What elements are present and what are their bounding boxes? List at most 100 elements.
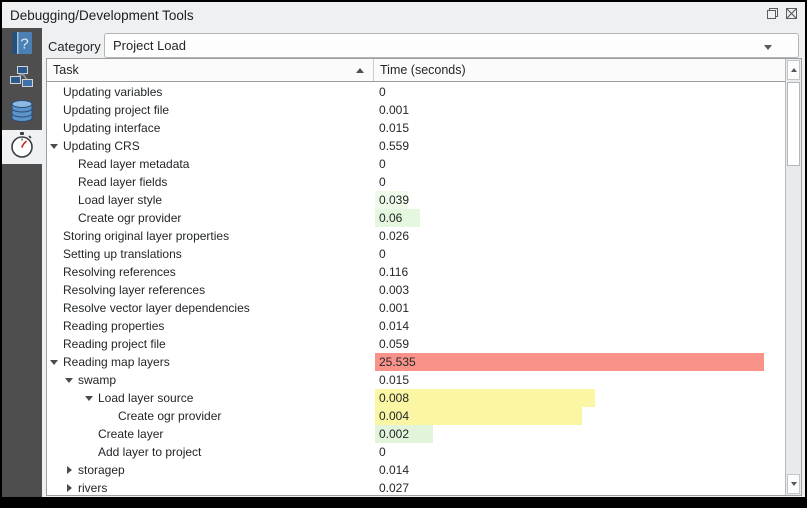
table-row[interactable]: Load layer style 0.039 (47, 191, 785, 209)
debugging-tools-panel: Debugging/Development Tools (2, 2, 805, 497)
task-label: Create ogr provider (78, 211, 182, 225)
database-icon (9, 98, 35, 129)
time-value: 0.059 (379, 337, 410, 351)
sidebar-item-help[interactable]: ? (2, 28, 42, 62)
time-value: 0.039 (379, 193, 410, 207)
task-label: Read layer metadata (78, 157, 190, 171)
time-value: 0.015 (379, 373, 410, 387)
tree-expander[interactable] (82, 425, 98, 443)
task-label: rivers (78, 481, 108, 495)
sidebar-item-query-logger[interactable] (2, 62, 42, 96)
titlebar: Debugging/Development Tools (2, 2, 805, 30)
tree-expander[interactable] (47, 353, 63, 371)
tree-expander[interactable] (47, 335, 63, 353)
scroll-up-icon (790, 68, 797, 72)
time-value: 25.535 (379, 355, 416, 369)
tree-expander[interactable] (47, 137, 63, 155)
task-label: Storing original layer properties (63, 229, 230, 243)
task-label: Load layer source (98, 391, 194, 405)
tree-expander[interactable] (47, 227, 63, 245)
table-row[interactable]: Resolving layer references 0.003 (47, 281, 785, 299)
network-icon (9, 64, 35, 95)
table-row[interactable]: Create ogr provider 0.06 (47, 209, 785, 227)
tree-expander[interactable] (47, 299, 63, 317)
sidebar-item-profiler[interactable] (2, 130, 42, 164)
tree-expander[interactable] (62, 155, 78, 173)
table-row[interactable]: Add layer to project 0 (47, 443, 785, 461)
tree-expander[interactable] (47, 281, 63, 299)
task-label: Reading properties (63, 319, 165, 333)
time-value: 0 (379, 157, 386, 171)
table-row[interactable]: Updating CRS 0.559 (47, 137, 785, 155)
time-value: 0.002 (379, 427, 410, 441)
time-value: 0.004 (379, 409, 410, 423)
sidebar-item-database[interactable] (2, 96, 42, 130)
sort-ascending-icon (356, 68, 364, 73)
table-row[interactable]: Reading project file 0.059 (47, 335, 785, 353)
task-label: Add layer to project (98, 445, 202, 459)
column-header-task[interactable]: Task (47, 59, 374, 81)
tree-expander[interactable] (62, 209, 78, 227)
table-row[interactable]: Reading properties 0.014 (47, 317, 785, 335)
tree-expander[interactable] (82, 443, 98, 461)
time-value: 0.06 (379, 211, 403, 225)
time-heat-bar (375, 191, 408, 209)
table-row[interactable]: Read layer fields 0 (47, 173, 785, 191)
time-value: 0 (379, 445, 386, 459)
scroll-down-button[interactable] (787, 474, 800, 494)
task-label: Updating interface (63, 121, 161, 135)
collapse-arrow-icon (85, 396, 93, 401)
table-row[interactable]: Setting up translations 0 (47, 245, 785, 263)
table-row[interactable]: storagep 0.014 (47, 461, 785, 479)
close-button[interactable] (784, 7, 799, 23)
time-value: 0.026 (379, 229, 410, 243)
table-row[interactable]: Updating interface 0.015 (47, 119, 785, 137)
table-row[interactable]: Updating variables 0 (47, 83, 785, 101)
table-row[interactable]: Reading map layers 25.535 (47, 353, 785, 371)
panel-title: Debugging/Development Tools (10, 8, 194, 23)
tree-expander[interactable] (47, 317, 63, 335)
task-label: Updating variables (63, 85, 163, 99)
table-row[interactable]: Load layer source 0.008 (47, 389, 785, 407)
time-value: 0.003 (379, 283, 410, 297)
tree-expander[interactable] (62, 479, 78, 495)
collapse-arrow-icon (50, 144, 58, 149)
tree-expander[interactable] (102, 407, 118, 425)
tree-expander[interactable] (62, 191, 78, 209)
task-label: Create layer (98, 427, 164, 441)
category-selected-value: Project Load (113, 38, 186, 53)
table-row[interactable]: Resolving references 0.116 (47, 263, 785, 281)
table-row[interactable]: Updating project file 0.001 (47, 101, 785, 119)
table-row[interactable]: Resolve vector layer dependencies 0.001 (47, 299, 785, 317)
column-header-time[interactable]: Time (seconds) (380, 63, 466, 77)
tree-expander[interactable] (47, 263, 63, 281)
task-label: Updating CRS (63, 139, 140, 153)
category-label: Category (48, 39, 101, 54)
tree-expander[interactable] (62, 371, 78, 389)
time-heat-bar (375, 209, 421, 227)
tree-expander[interactable] (47, 83, 63, 101)
time-heat-bar (375, 389, 595, 407)
vertical-scrollbar[interactable] (785, 59, 801, 495)
tree-expander[interactable] (47, 245, 63, 263)
table-row[interactable]: rivers 0.027 (47, 479, 785, 495)
time-value: 0.559 (379, 139, 410, 153)
table-row[interactable]: Storing original layer properties 0.026 (47, 227, 785, 245)
task-label: storagep (78, 463, 125, 477)
table-row[interactable]: Create layer 0.002 (47, 425, 785, 443)
scroll-up-button[interactable] (787, 60, 800, 80)
tree-expander[interactable] (47, 119, 63, 137)
tree-expander[interactable] (62, 173, 78, 191)
table-row[interactable]: Create ogr provider 0.004 (47, 407, 785, 425)
float-window-button[interactable] (765, 7, 780, 23)
tree-expander[interactable] (47, 101, 63, 119)
time-value: 0 (379, 85, 386, 99)
category-dropdown[interactable]: Project Load (104, 33, 799, 58)
tree-expander[interactable] (62, 461, 78, 479)
task-label: Reading map layers (63, 355, 170, 369)
scrollbar-thumb[interactable] (787, 82, 800, 166)
tree-expander[interactable] (82, 389, 98, 407)
table-row[interactable]: Read layer metadata 0 (47, 155, 785, 173)
table-row[interactable]: swamp 0.015 (47, 371, 785, 389)
tool-sidebar: ? (2, 28, 42, 497)
